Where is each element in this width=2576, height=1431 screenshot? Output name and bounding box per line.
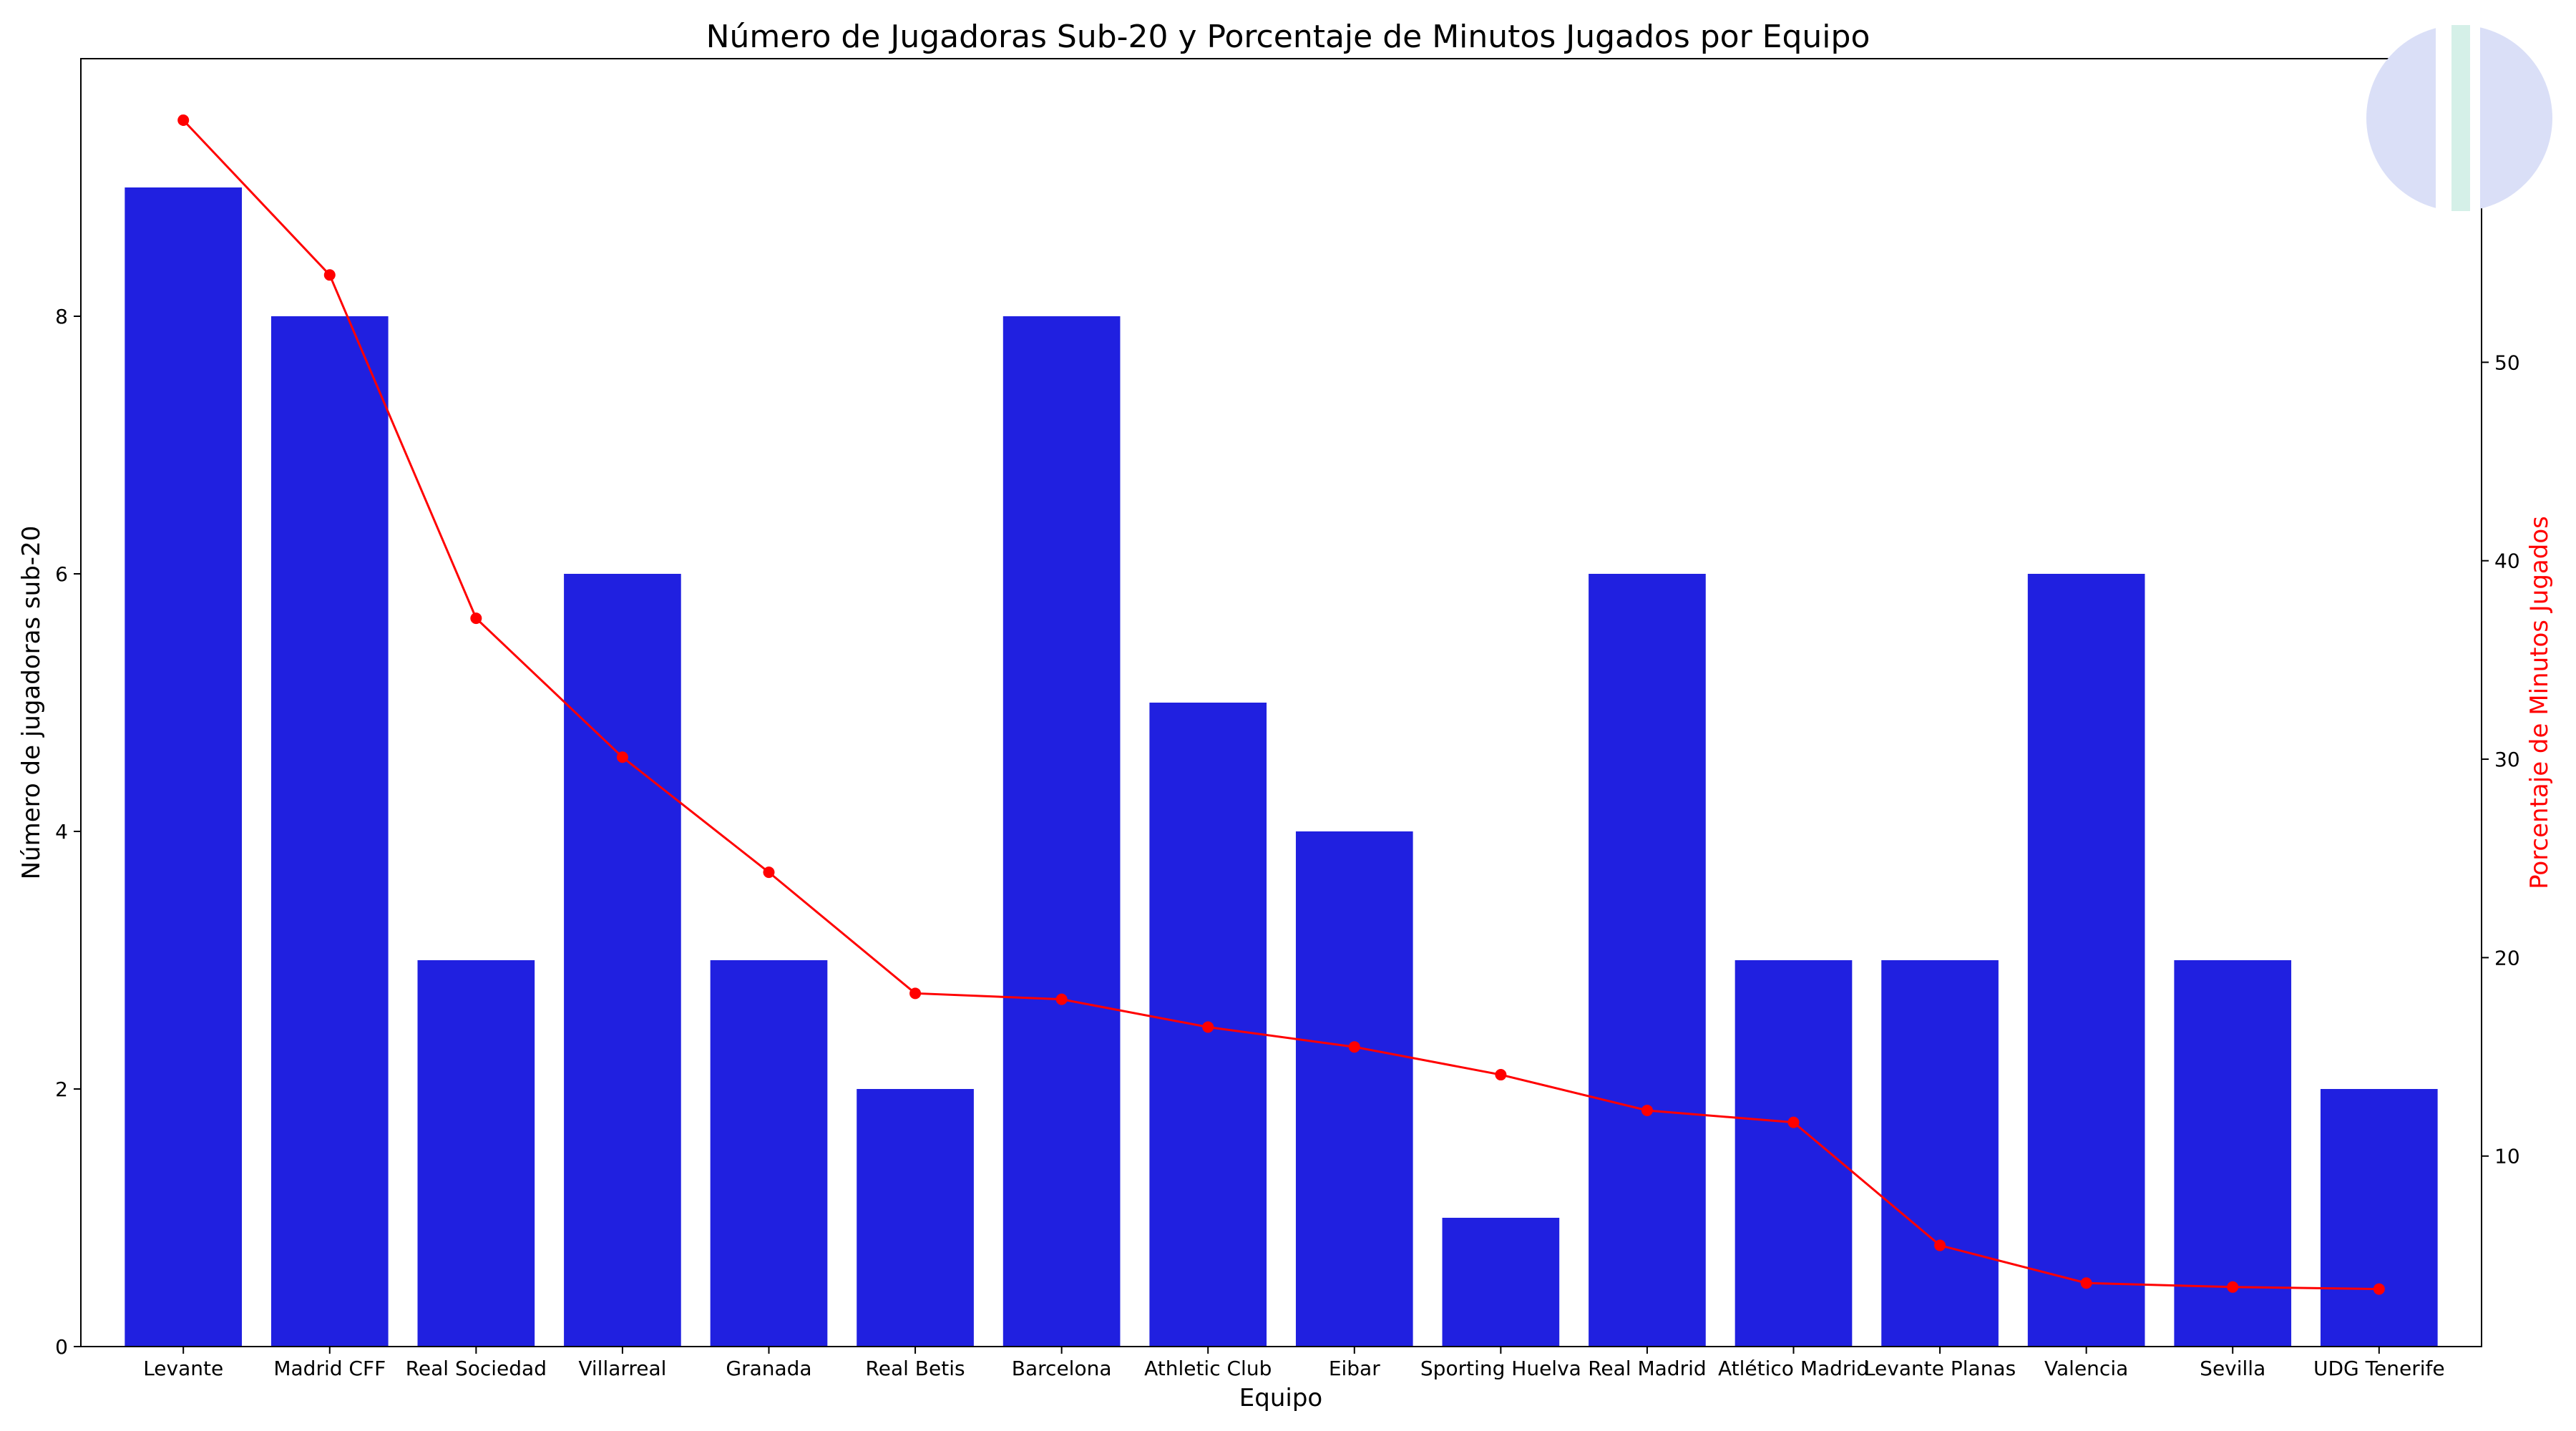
line-path <box>182 119 2379 1291</box>
plot-frame <box>80 58 2482 1347</box>
x-tick-label: Athletic Club <box>1144 1357 1272 1380</box>
bar <box>1735 960 1853 1347</box>
right-tick-label: 20 <box>2494 946 2520 970</box>
y-left-axis-label: Número de jugadoras sub-20 <box>17 526 46 880</box>
x-tick-label: Real Madrid <box>1588 1357 1706 1380</box>
x-tick-label: Levante Planas <box>1864 1357 2016 1380</box>
x-tick-label: UDG Tenerife <box>2313 1357 2445 1380</box>
x-tick-label: Sporting Huelva <box>1420 1357 1581 1380</box>
line-point <box>2373 1283 2385 1295</box>
bar <box>1881 960 1999 1347</box>
bar <box>857 1089 974 1347</box>
bar <box>270 316 389 1347</box>
right-tick-label: 30 <box>2494 748 2520 771</box>
x-tick-label: Atlético Madrid <box>1718 1357 1869 1380</box>
bar <box>417 960 535 1347</box>
left-tick-label: 8 <box>55 305 68 328</box>
right-tick-label: 40 <box>2494 550 2520 573</box>
line-point <box>470 612 482 625</box>
x-axis: Levante Madrid CFF Real Sociedad Villarreal… <box>143 1347 2445 1380</box>
left-tick-label: 6 <box>55 562 68 586</box>
left-tick-label: 0 <box>55 1335 68 1359</box>
x-axis-label: Equipo <box>1239 1384 1322 1412</box>
line-point <box>1055 993 1068 1005</box>
x-tick-label: Levante <box>143 1357 223 1380</box>
logo-image <box>2366 25 2552 211</box>
right-tick-label: 50 <box>2494 351 2520 374</box>
x-tick-label: Villarreal <box>578 1357 666 1380</box>
line-point <box>1348 1041 1360 1053</box>
line-point <box>1495 1069 1507 1081</box>
bar <box>1442 1218 1560 1347</box>
right-axis: 102030405060 <box>2482 152 2520 1168</box>
line-point <box>1787 1116 1800 1128</box>
line-point <box>2227 1281 2239 1293</box>
x-tick-label: Real Sociedad <box>406 1357 547 1380</box>
x-tick-label: Barcelona <box>1012 1357 1112 1380</box>
line-series <box>177 114 2385 1295</box>
right-tick-label: 10 <box>2494 1145 2520 1168</box>
x-tick-label: Real Betis <box>866 1357 965 1380</box>
line-point <box>1202 1021 1214 1033</box>
x-tick-label: Eibar <box>1329 1357 1380 1380</box>
bar <box>710 960 828 1347</box>
line-point <box>177 114 190 126</box>
left-tick-label: 4 <box>55 820 68 844</box>
bar-series <box>125 187 2438 1347</box>
line-point <box>1934 1239 1946 1251</box>
bar <box>564 574 681 1347</box>
y-right-axis-label: Porcentaje de Minutos Jugados <box>2525 516 2554 889</box>
bar <box>2027 574 2145 1347</box>
x-tick-label: Madrid CFF <box>273 1357 386 1380</box>
line-point <box>616 751 628 763</box>
left-tick-label: 2 <box>55 1078 68 1101</box>
bar <box>1002 316 1121 1347</box>
bar <box>1295 831 1413 1347</box>
x-tick-label: Valencia <box>2044 1357 2128 1380</box>
bar <box>1589 574 1706 1347</box>
line-point <box>2080 1277 2092 1289</box>
line-point <box>763 866 775 879</box>
bar <box>2320 1089 2438 1347</box>
line-point <box>323 269 336 281</box>
bar <box>125 187 243 1347</box>
x-tick-label: Sevilla <box>2200 1357 2265 1380</box>
chart-title: Número de Jugadoras Sub-20 y Porcentaje … <box>706 19 1870 55</box>
x-tick-label: Granada <box>726 1357 811 1380</box>
line-point <box>1641 1104 1653 1116</box>
line-point <box>909 987 922 1000</box>
left-axis: 0 2 4 6 8 <box>55 305 81 1359</box>
